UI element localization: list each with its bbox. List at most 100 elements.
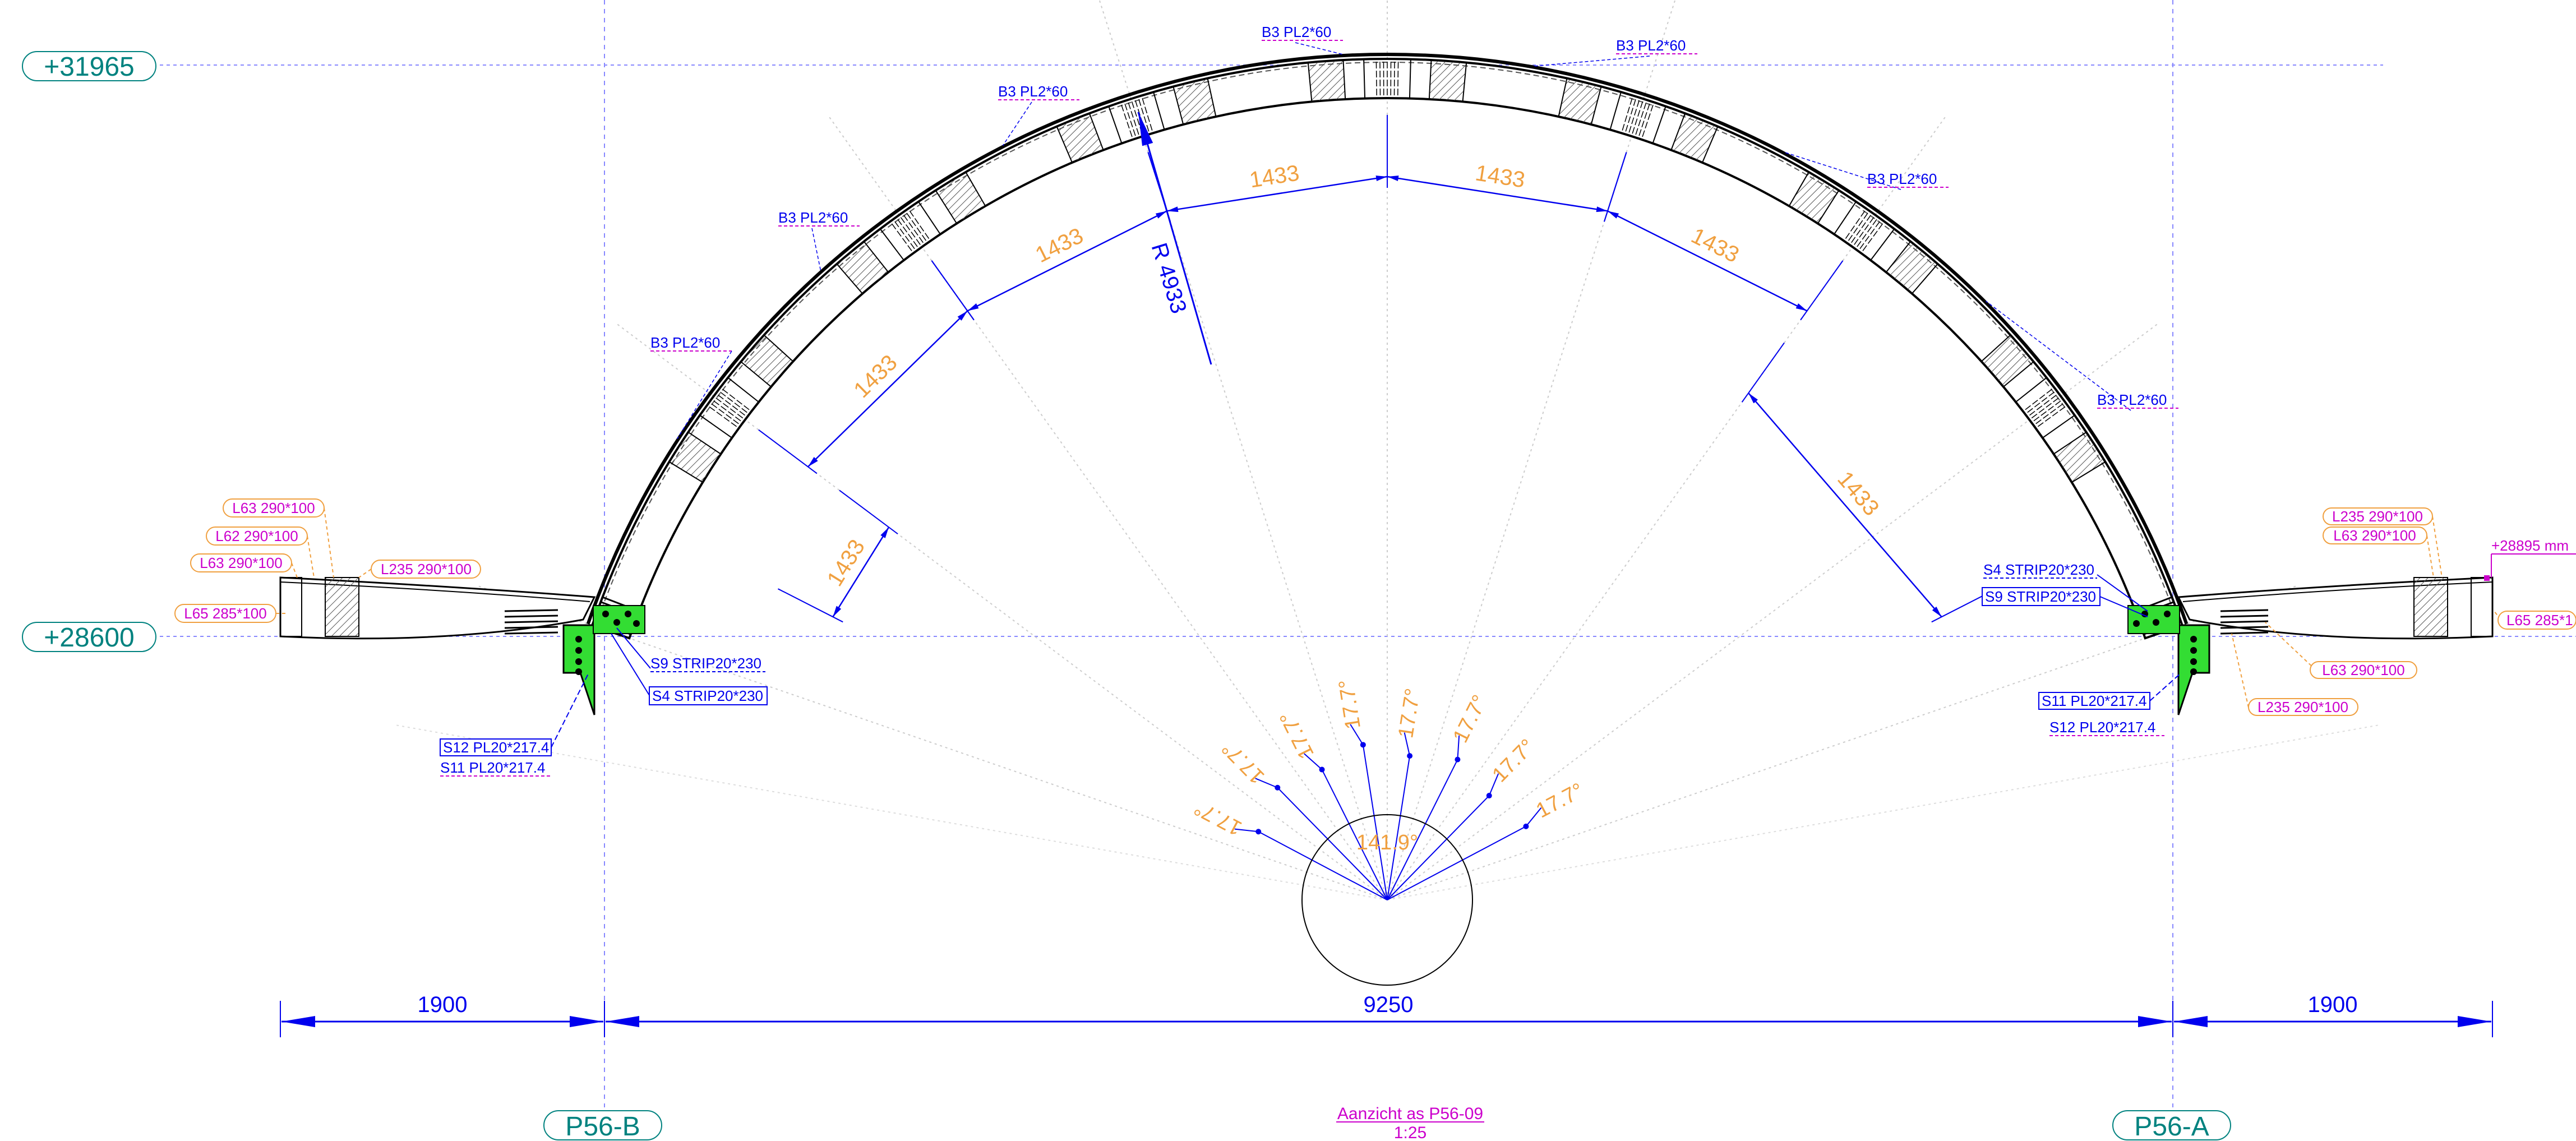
svg-text:P56-B: P56-B [565, 1112, 640, 1141]
arch-label-text: B3 PL2*60 [1262, 24, 1331, 40]
arch-joint-bolt-line [2037, 406, 2066, 427]
angle-leader-line [1321, 769, 1388, 900]
chord-extension-line [1800, 260, 1844, 321]
arch-joint-hatch [1885, 241, 1939, 295]
arch-joint-bolt-line [715, 398, 744, 419]
arch-joint-hatch [740, 334, 794, 388]
arch-joint-bolt-line [891, 223, 912, 251]
arch-joint-bolt-line [1628, 100, 1640, 133]
angle-leader-tick [1488, 773, 1499, 796]
span-right-label: 1900 [2308, 992, 2358, 1017]
left-side-beam [279, 576, 596, 640]
radius-label: R 4933 [1147, 240, 1192, 316]
arch-label-leader [676, 350, 732, 439]
chord-extension-line [931, 260, 975, 321]
angle-leader-tick [1525, 807, 1542, 827]
arch-joint-bolt-line [722, 389, 750, 410]
svg-text:L235 290*100: L235 290*100 [381, 561, 472, 578]
arch-segment-joints [593, 58, 2181, 635]
svg-text:L65 285*100: L65 285*100 [184, 605, 266, 622]
arch-joint-bolt-line [1124, 103, 1136, 136]
arch-label: B3 PL2*60 [1262, 24, 1344, 55]
left-base-plate [562, 605, 645, 715]
angle-leader-tick [1457, 735, 1460, 760]
arch-joint-hatch [1307, 59, 1346, 103]
svg-text:L63 290*100: L63 290*100 [200, 555, 282, 571]
chord-dimension-line [1607, 210, 1808, 312]
angle-leader-line [1258, 831, 1388, 900]
svg-text:S12 PL20*217.4: S12 PL20*217.4 [2049, 719, 2155, 736]
arch-joint-bolt-line [2027, 391, 2055, 413]
svg-text:S11 PL20*217.4: S11 PL20*217.4 [440, 759, 545, 776]
arch-joint-bolt-line [906, 213, 927, 241]
angle-leader-tick [1304, 753, 1323, 770]
arch-label-text: B3 PL2*60 [1867, 170, 1937, 187]
arch-joint-bolt-line [718, 394, 745, 416]
arch-joint-bolt-line [711, 403, 739, 424]
arch-label: B3 PL2*60 [650, 334, 732, 439]
svg-text:L63 290*100: L63 290*100 [232, 500, 315, 516]
span-dimensions: 1900 9250 1900 [280, 992, 2493, 1037]
radial-guide-line [393, 724, 1388, 900]
chord-dimension-label: 1433 [823, 535, 870, 590]
chord-dimension-label: 1433 [1474, 160, 1527, 192]
arch-joint-bolt-line [1635, 102, 1647, 135]
chord-dimension-line [1748, 392, 1942, 618]
svg-text:+28895 mm: +28895 mm [2491, 537, 2569, 554]
right-annotations: L235 290*100 L63 290*100 +28895 mm L65 2… [1982, 507, 2576, 736]
level-label-top: +31965 [22, 51, 156, 82]
svg-text:S11 PL20*217.4: S11 PL20*217.4 [2042, 692, 2146, 709]
svg-text:L235 290*100: L235 290*100 [2332, 508, 2423, 525]
arch-joint-bolt-line [909, 210, 930, 239]
chord-extension-line [1741, 342, 1785, 403]
arch-joint [1609, 91, 1666, 144]
arch-joint-bolt-line [1622, 98, 1633, 131]
arch-label: B3 PL2*60 [998, 83, 1079, 146]
svg-text:L63 290*100: L63 290*100 [2322, 662, 2404, 678]
svg-text:+28600: +28600 [44, 623, 135, 653]
chord-dimension-label: 1433 [1248, 160, 1301, 192]
arch-joint-bolt-line [1128, 102, 1139, 135]
angle-leader-line [1277, 787, 1388, 900]
right-base-plate [2127, 605, 2210, 715]
arch-label-leader [1002, 101, 1032, 146]
svg-text:S4 STRIP20*230: S4 STRIP20*230 [1983, 561, 2094, 578]
angle-leader-tick [1404, 732, 1411, 756]
arch-joint-bolt-line [1638, 103, 1650, 136]
arch-joint-hatch [1981, 334, 2035, 388]
center-circle [1301, 814, 1473, 986]
svg-text:1:25: 1:25 [1394, 1124, 1427, 1141]
arch-joint-hatch [668, 431, 722, 483]
radius-dimension-line [1137, 112, 1212, 365]
angle-label: 17.7° [1394, 687, 1425, 740]
angle-leader-line [1387, 755, 1411, 900]
arch-joint-bolt-line [2035, 403, 2063, 424]
arch-joint-bolt-line [720, 391, 747, 413]
chord-dimension-label: 1433 [1832, 466, 1883, 520]
arch-joint-hatch [1172, 77, 1217, 126]
arch-joint-bolt-line [903, 215, 924, 243]
svg-text:L65 285*1: L65 285*1 [2506, 612, 2573, 629]
arch-label-leader [1986, 301, 2131, 411]
arch-label-text: B3 PL2*60 [650, 334, 720, 351]
arch-joint-bolt-line [1859, 221, 1880, 250]
arch-joint-bolt-line [1862, 223, 1883, 251]
arch-label-text: B3 PL2*60 [998, 83, 1068, 100]
grid-axis-label-left: P56-B [543, 1110, 662, 1141]
arch-joint-bolt-line [1375, 62, 1377, 96]
arch-label-text: B3 PL2*60 [1616, 37, 1686, 54]
angle-leader-tick [1350, 724, 1364, 745]
chord-dimension-line [1166, 175, 1388, 213]
arch-joint-bolt-line [1851, 215, 1871, 243]
arch-joint [2015, 377, 2076, 439]
arch-joint-bolt-line [1854, 217, 1875, 245]
arch-joint [879, 201, 941, 261]
arch-label-leader [811, 228, 821, 271]
svg-text:+31965: +31965 [44, 52, 135, 82]
svg-text:S9 STRIP20*230: S9 STRIP20*230 [1985, 588, 2096, 605]
arch-joint-bolt-line [1642, 104, 1654, 137]
angle-leader-line [1387, 795, 1490, 900]
span-middle-label: 9250 [1364, 992, 1414, 1017]
radial-guide-line [1387, 724, 2381, 900]
